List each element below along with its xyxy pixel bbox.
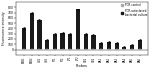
Bar [107,42,111,49]
Bar [99,43,103,49]
Legend: PCR control, PCR autoclaved
bacterial culture: PCR control, PCR autoclaved bacterial cu… [120,3,148,18]
Bar [130,45,134,49]
Bar [122,47,126,49]
Bar [114,43,119,49]
Bar [76,9,80,49]
X-axis label: Probes: Probes [76,64,88,68]
Bar [37,20,42,49]
Bar [53,34,57,49]
Bar [84,34,88,49]
Bar [22,28,26,49]
Y-axis label: Fluorescence intensity: Fluorescence intensity [2,12,6,45]
Bar [30,13,34,49]
Bar [138,39,142,49]
Bar [60,33,65,49]
Bar [91,35,96,49]
Bar [45,39,49,49]
Bar [68,34,72,49]
